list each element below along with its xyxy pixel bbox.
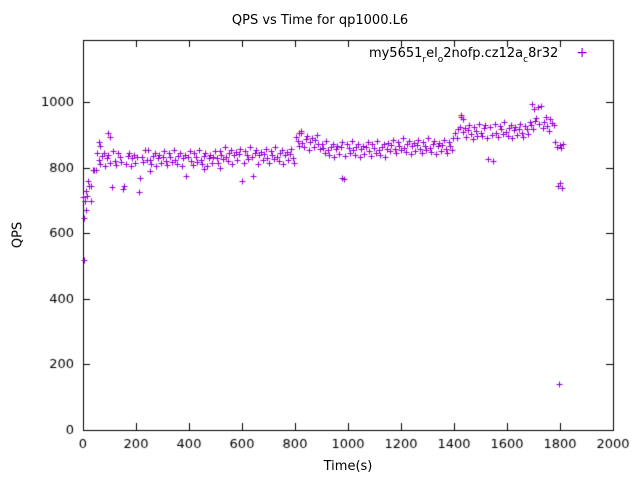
legend-series-label: my5651relo2nofp.cz12ac8r32 [368, 46, 559, 65]
legend: my5651relo2nofp.cz12ac8r32 + [368, 45, 588, 65]
y-axis-label: QPS [10, 221, 26, 249]
plus-marker-icon: + [576, 45, 588, 61]
x-axis-label: Time(s) [323, 459, 373, 474]
chart-title: QPS vs Time for qp1000.L6 [231, 13, 409, 28]
